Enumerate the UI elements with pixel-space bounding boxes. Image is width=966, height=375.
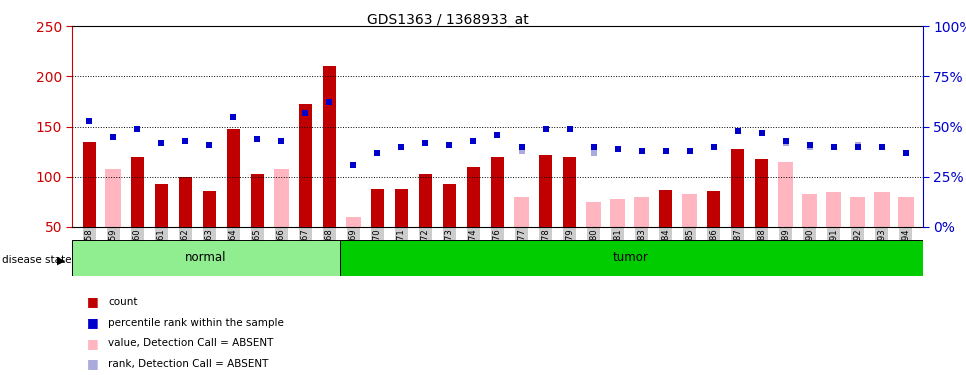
- Bar: [83, 142, 96, 227]
- Text: ■: ■: [87, 357, 99, 370]
- Text: normal: normal: [185, 251, 227, 264]
- Bar: [298, 105, 312, 227]
- Bar: [898, 197, 914, 227]
- Bar: [105, 169, 121, 227]
- Bar: [491, 157, 504, 227]
- Text: ■: ■: [87, 337, 99, 350]
- FancyBboxPatch shape: [340, 240, 923, 276]
- Text: GDS1363 / 1368933_at: GDS1363 / 1368933_at: [367, 13, 528, 27]
- Bar: [563, 157, 576, 227]
- Bar: [130, 157, 144, 227]
- Bar: [514, 197, 529, 227]
- Text: ■: ■: [87, 316, 99, 329]
- Bar: [802, 194, 817, 227]
- Bar: [203, 191, 216, 227]
- Bar: [850, 197, 866, 227]
- Bar: [731, 148, 744, 227]
- Bar: [539, 154, 553, 227]
- Text: value, Detection Call = ABSENT: value, Detection Call = ABSENT: [108, 338, 273, 348]
- Bar: [419, 174, 432, 227]
- Bar: [874, 192, 890, 227]
- Bar: [227, 129, 240, 227]
- Text: rank, Detection Call = ABSENT: rank, Detection Call = ABSENT: [108, 359, 269, 369]
- Bar: [179, 177, 192, 227]
- Bar: [826, 192, 841, 227]
- Text: disease state: disease state: [2, 255, 71, 265]
- Bar: [755, 159, 768, 227]
- Bar: [273, 169, 289, 227]
- Text: ▶: ▶: [57, 255, 66, 265]
- Bar: [634, 197, 649, 227]
- Text: ■: ■: [87, 296, 99, 308]
- Bar: [395, 189, 408, 227]
- Text: tumor: tumor: [613, 251, 649, 264]
- Text: percentile rank within the sample: percentile rank within the sample: [108, 318, 284, 327]
- Bar: [442, 184, 456, 227]
- Bar: [323, 66, 336, 227]
- Bar: [155, 184, 168, 227]
- Bar: [610, 199, 625, 227]
- Bar: [251, 174, 264, 227]
- Text: count: count: [108, 297, 138, 307]
- Bar: [467, 166, 480, 227]
- Bar: [371, 189, 384, 227]
- Bar: [707, 191, 721, 227]
- Bar: [778, 162, 793, 227]
- Bar: [659, 190, 672, 227]
- Bar: [682, 194, 697, 227]
- FancyBboxPatch shape: [72, 240, 340, 276]
- Bar: [346, 217, 361, 227]
- Bar: [585, 202, 602, 227]
